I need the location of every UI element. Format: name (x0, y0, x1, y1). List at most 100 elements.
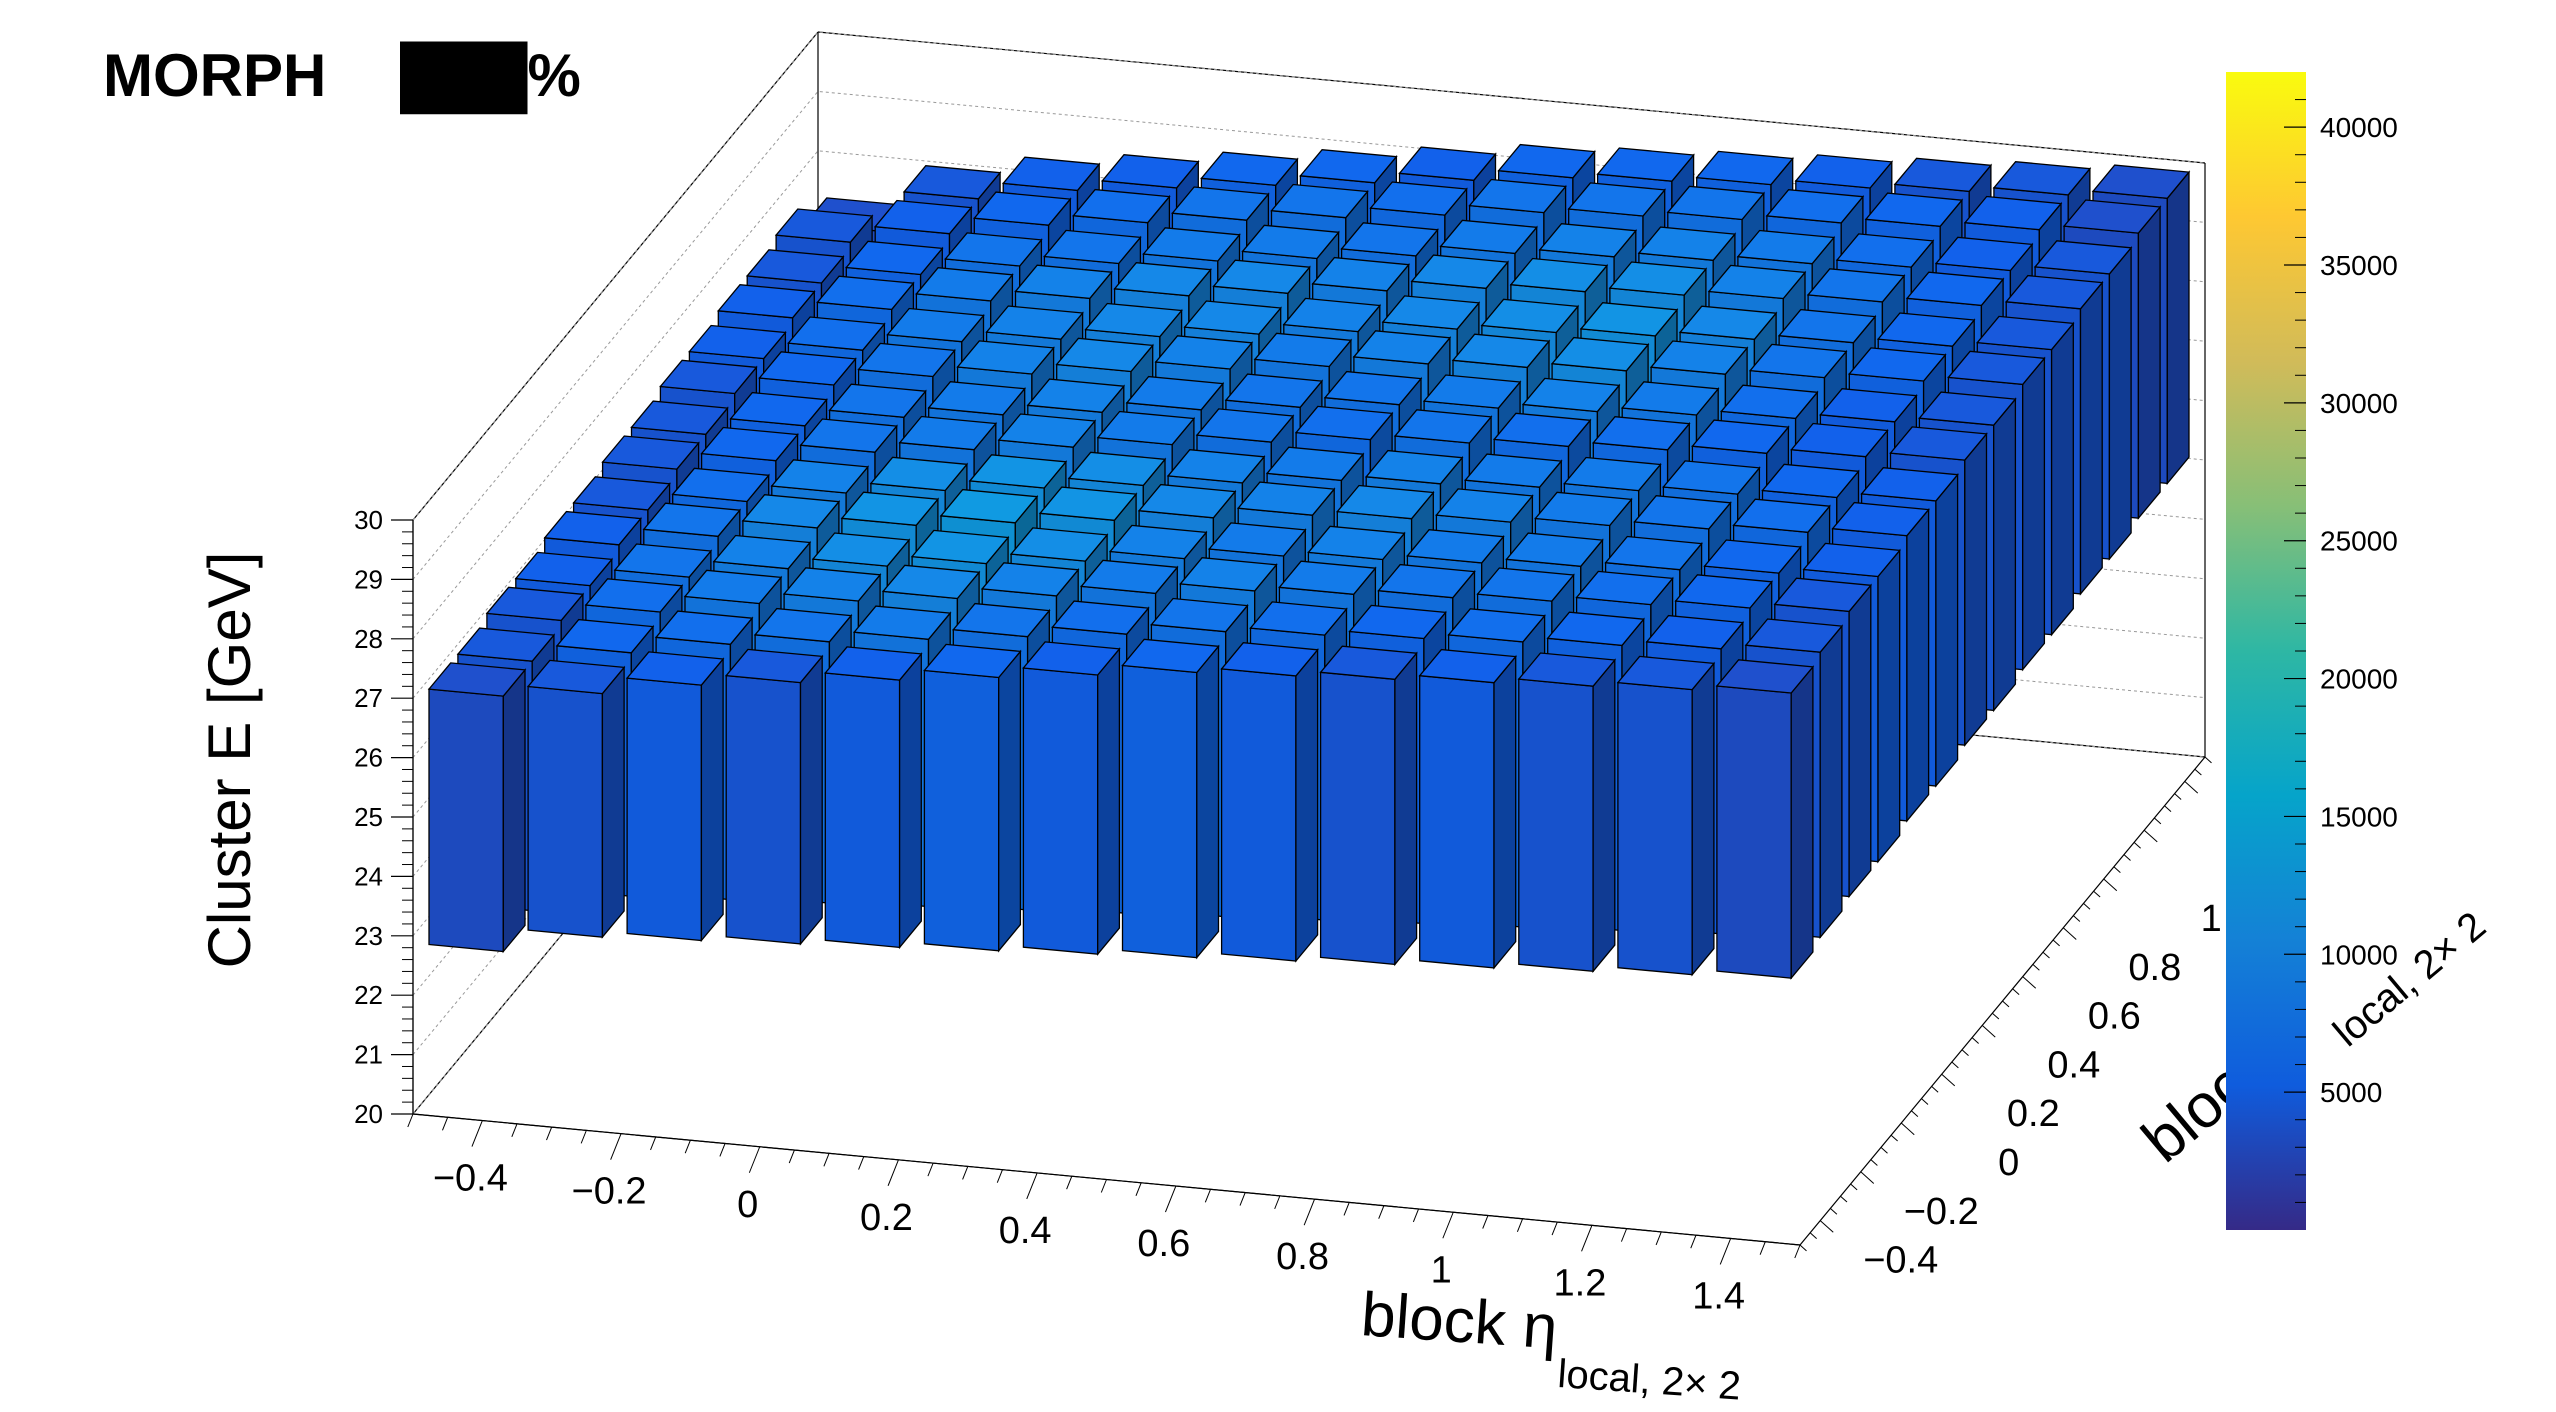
bar-top (741, 494, 841, 529)
bar-side (2137, 205, 2161, 520)
x-tick (1442, 1212, 1454, 1239)
bar-top (1649, 340, 1749, 375)
bar-top (1550, 336, 1650, 372)
bar-top (1674, 574, 1773, 609)
bar-top (1848, 347, 1947, 382)
bar-top (625, 651, 725, 686)
bar-top (1720, 384, 1819, 420)
y-tick (2062, 927, 2077, 940)
z-tick-label: 30 (354, 505, 383, 535)
z-axis-title: Cluster E [GeV] (196, 552, 263, 969)
z-tick-label: 25 (354, 802, 383, 832)
y-tick-label: 0 (1998, 1142, 2019, 1184)
x-tick-label: 1.4 (1692, 1275, 1745, 1317)
bar-top (654, 610, 754, 645)
bar-top (688, 324, 787, 360)
y-minor-tick (1951, 1061, 1959, 1069)
bar-top (1377, 563, 1476, 599)
bar-top (712, 534, 812, 570)
bar-front (824, 672, 901, 949)
x-axis-title-main: block η (1359, 1280, 1560, 1363)
bar-top (1137, 483, 1237, 519)
bar-front (1716, 685, 1792, 979)
x-minor-tick (511, 1123, 518, 1138)
bar-top (514, 551, 614, 587)
bar-top (572, 476, 671, 511)
bar-side (1964, 432, 1988, 747)
bar-top (1567, 182, 1666, 217)
y-minor-tick (2002, 1000, 2010, 1008)
z-axis: 20 21 22 23 24 25 26 27 28 29 30 (354, 505, 414, 1129)
bar-top (1579, 302, 1679, 337)
x-minor-tick (1274, 1195, 1281, 1210)
bar-top (1480, 298, 1580, 334)
z-tick-label: 20 (354, 1099, 383, 1129)
z-tick-label: 29 (354, 564, 383, 594)
z-tick-label: 26 (354, 743, 383, 773)
bar-top (1236, 481, 1336, 516)
x-minor-tick (684, 1140, 691, 1154)
bar-top (1608, 261, 1708, 296)
bar-top (1521, 377, 1621, 413)
bar-top (1067, 451, 1167, 487)
bar-top (1534, 491, 1633, 527)
bar-side (1394, 651, 1418, 967)
y-tick-label: 1 (2201, 898, 2222, 940)
bar (1418, 648, 1517, 970)
y-tick-label: 0.6 (2088, 996, 2141, 1038)
bar-top (1014, 264, 1113, 300)
x-axis: −0.4 −0.2 0 0.2 0.4 0.6 0.8 1 1.2 1.4 (407, 1113, 1801, 1317)
y-minor-tick (2083, 903, 2091, 910)
chart-title-left: MORPH (103, 42, 326, 109)
bar-top (485, 586, 585, 622)
x-minor-tick (1655, 1231, 1662, 1246)
z-tick-label: 27 (354, 683, 383, 713)
bar-top (1299, 149, 1398, 184)
x-minor-tick (1343, 1202, 1350, 1216)
bar-top (1101, 154, 1200, 189)
bar-front (527, 685, 604, 938)
bar-top (1563, 456, 1662, 492)
y-tick (2022, 976, 2037, 989)
y-minor-tick (2012, 988, 2020, 996)
bar-top (1773, 577, 1873, 613)
bar-side (1848, 583, 1872, 899)
y-tick (1981, 1025, 1996, 1038)
bar-top (980, 562, 1080, 597)
bar-top (1307, 525, 1406, 561)
bar-front (1022, 667, 1099, 955)
x-tick (1581, 1225, 1593, 1252)
x-minor-tick (719, 1143, 726, 1157)
bar-top (1195, 408, 1295, 443)
y-minor-tick (1809, 1232, 1817, 1240)
bar-top (985, 305, 1084, 340)
bar-top (873, 199, 973, 235)
bar-top (811, 532, 911, 567)
bar-top (1633, 495, 1732, 530)
bar-top (1736, 229, 1836, 265)
bar-top (1492, 412, 1592, 448)
bar (427, 662, 527, 954)
y-tick-label: −0.2 (1904, 1191, 1979, 1233)
bar-side (1097, 647, 1121, 956)
x-tick (610, 1133, 622, 1160)
bar-top (1819, 388, 1918, 423)
bar-top (1715, 659, 1815, 694)
y-tick (1900, 1122, 1915, 1136)
bar-side (1196, 644, 1220, 960)
bar-top (1976, 315, 2075, 351)
bar-top (939, 488, 1039, 524)
y-minor-tick (2194, 768, 2202, 776)
bar-top (1707, 264, 1807, 300)
bar-top (1695, 150, 1794, 186)
bar-top (1645, 614, 1745, 650)
y-minor-tick (2154, 817, 2162, 825)
bar-side (1790, 665, 1814, 980)
bar-top (1992, 161, 2092, 196)
bar-top (1336, 484, 1435, 520)
bar-top (923, 643, 1022, 679)
x-minor-tick (442, 1117, 449, 1131)
bar-top (1876, 312, 1976, 347)
bar-top (956, 340, 1055, 375)
bar-top (1732, 498, 1831, 533)
